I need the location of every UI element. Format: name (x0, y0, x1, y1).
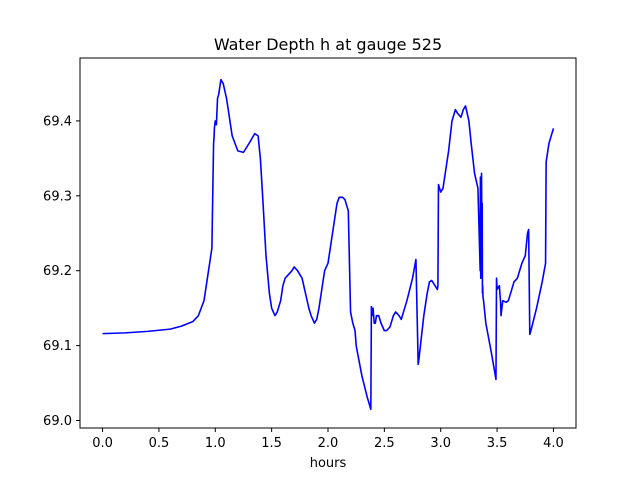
y-tick-label: 69.1 (43, 339, 72, 354)
x-tick-label: 1.0 (205, 436, 226, 451)
y-tick-label: 69.3 (43, 189, 72, 204)
y-tick-label: 69.0 (43, 414, 72, 429)
x-tick-label: 3.5 (487, 436, 508, 451)
y-axis-ticks: 69.0 69.1 69.2 69.3 69.4 (43, 114, 80, 429)
y-tick-label: 69.4 (43, 114, 72, 129)
x-tick-label: 0.5 (149, 436, 170, 451)
x-axis-label: hours (310, 456, 347, 471)
x-tick-label: 4.0 (543, 436, 564, 451)
x-axis-ticks: 0.0 0.5 1.0 1.5 2.0 2.5 3.0 3.5 4.0 (92, 428, 564, 451)
y-tick-label: 69.2 (43, 264, 72, 279)
x-tick-label: 2.5 (374, 436, 395, 451)
x-tick-label: 2.0 (318, 436, 339, 451)
x-tick-label: 0.0 (92, 436, 113, 451)
x-tick-label: 1.5 (261, 436, 282, 451)
series-line (102, 78, 555, 411)
chart-title: Water Depth h at gauge 525 (214, 35, 442, 54)
x-tick-label: 3.0 (430, 436, 451, 451)
